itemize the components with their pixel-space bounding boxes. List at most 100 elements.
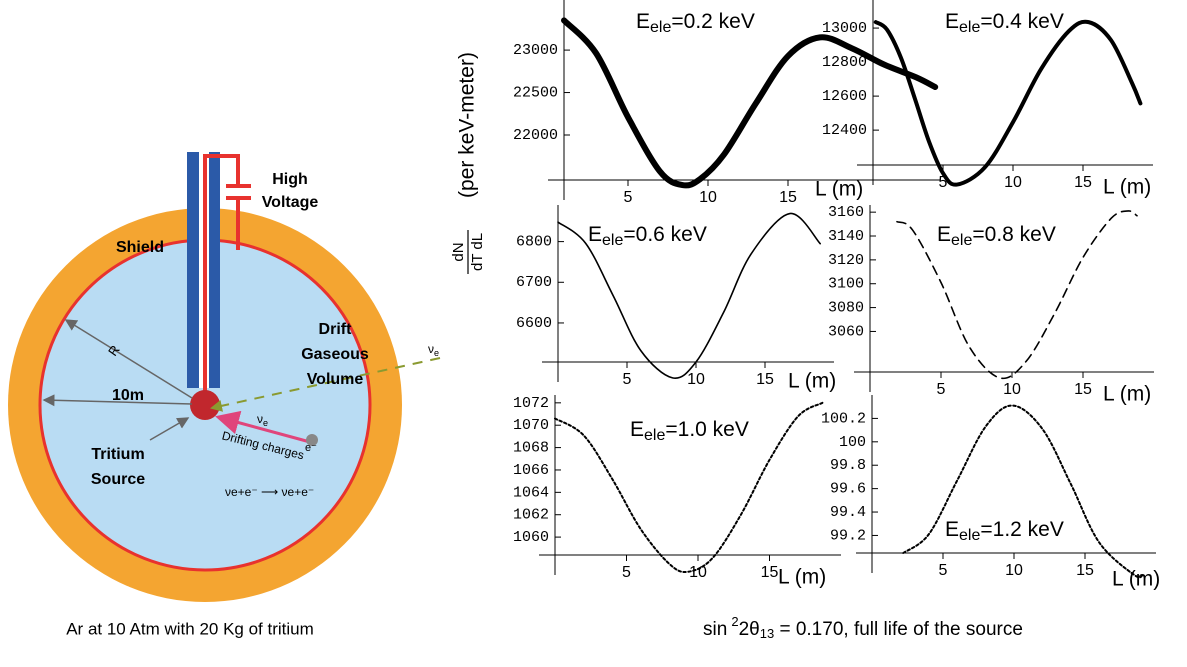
x-tick-label: 5 bbox=[624, 189, 633, 206]
right-caption: sin 22θ13 = 0.170, full life of the sourc… bbox=[703, 614, 1023, 641]
y-tick-label: 1064 bbox=[513, 484, 549, 501]
x-tick-label: 15 bbox=[761, 564, 779, 581]
x-tick-label: 5 bbox=[622, 564, 631, 581]
x-tick-label: 15 bbox=[1074, 381, 1092, 398]
volume-label: Volume bbox=[307, 371, 364, 388]
x-axis-label: L (m) bbox=[1103, 383, 1151, 406]
caption-sup: 2 bbox=[731, 614, 738, 629]
neutrino-label: νe bbox=[428, 342, 439, 358]
y-tick-label: 99.2 bbox=[830, 527, 866, 544]
y-tick-label: 6700 bbox=[516, 274, 552, 291]
hv-label: High bbox=[272, 171, 308, 188]
y-tick-label: 1068 bbox=[513, 440, 549, 457]
neutrino-symbol: ν bbox=[257, 412, 263, 426]
title-sub: ele bbox=[959, 527, 980, 544]
title-rest: =1.2 keV bbox=[980, 518, 1063, 541]
y-tick-label: 1070 bbox=[513, 417, 549, 434]
x-tick-label: 10 bbox=[1005, 562, 1023, 579]
y-tick-label: 3100 bbox=[828, 276, 864, 293]
source-arrow bbox=[149, 417, 190, 441]
x-axis-label: L (m) bbox=[788, 370, 836, 393]
x-tick-label: 10 bbox=[699, 189, 717, 206]
distance-arrow bbox=[42, 394, 193, 407]
y-tick-label: 99.4 bbox=[830, 504, 866, 521]
x-axis-label: L (m) bbox=[1103, 176, 1151, 199]
panel-title: Eele=0.2 keV bbox=[636, 10, 755, 37]
data-line bbox=[902, 404, 1145, 579]
title-sub: ele bbox=[644, 427, 665, 444]
x-tick-label: 15 bbox=[1074, 174, 1092, 191]
data-line bbox=[561, 17, 939, 189]
neutrino-sub: e bbox=[263, 418, 268, 428]
y-tick-label: 6600 bbox=[516, 315, 552, 332]
y-tick-label: 3140 bbox=[828, 228, 864, 245]
source-label: Tritium bbox=[91, 446, 144, 463]
distance-label: 10m bbox=[112, 387, 144, 404]
y-axis-fraction: dN dT dL bbox=[450, 230, 486, 274]
panel: 5 10 15 99.2 99.4 99.6 99.8 100 100.2 Eele=1.2 ke… bbox=[821, 395, 1160, 591]
y-tick-label: 12600 bbox=[822, 88, 867, 105]
neutrino-label: νe bbox=[257, 412, 268, 428]
panel-title: Eele=1.0 keV bbox=[630, 418, 749, 445]
hv-circuit bbox=[203, 154, 251, 395]
panel: 5 10 15 3060 3080 3100 3120 3140 3160 Eele=0.8 ke… bbox=[828, 204, 1154, 406]
neutrino-symbol: ν bbox=[428, 342, 434, 356]
source-label: Source bbox=[91, 471, 145, 488]
x-axis-label: L (m) bbox=[778, 566, 826, 589]
y-tick-label: 22500 bbox=[513, 85, 558, 102]
y-tick-label: 3080 bbox=[828, 300, 864, 317]
title-sub: ele bbox=[959, 19, 980, 36]
y-tick-label: 1060 bbox=[513, 529, 549, 546]
x-tick-label: 5 bbox=[623, 371, 632, 388]
panel: 5 10 15 22000 22500 23000 Eele=0.2 keV L (m) bbox=[513, 0, 940, 206]
shield-label: Shield bbox=[116, 239, 164, 256]
x-tick-label: 10 bbox=[687, 371, 705, 388]
y-tick-label: 3160 bbox=[828, 204, 864, 221]
y-tick-label: 23000 bbox=[513, 42, 558, 59]
x-tick-label: 10 bbox=[689, 564, 707, 581]
data-line bbox=[554, 401, 824, 574]
title-rest: =0.4 keV bbox=[980, 10, 1063, 33]
title-rest: =0.2 keV bbox=[671, 10, 754, 33]
x-tick-label: 15 bbox=[1076, 562, 1094, 579]
drift-arrow bbox=[215, 410, 311, 444]
y-tick-label: 1066 bbox=[513, 462, 549, 479]
title-main: E bbox=[945, 10, 959, 33]
caption-sub: 13 bbox=[760, 626, 774, 641]
y-tick-label: 99.8 bbox=[830, 457, 866, 474]
caption-rest: = 0.170, full life of the source bbox=[774, 619, 1023, 640]
title-rest: =0.6 keV bbox=[623, 223, 706, 246]
y-tick-label: 6800 bbox=[516, 234, 552, 251]
panel-title: Eele=0.6 keV bbox=[588, 223, 707, 250]
title-main: E bbox=[937, 223, 951, 246]
y-axis-units: (per keV-meter) bbox=[456, 52, 479, 198]
panel: 5 10 15 12400 12600 12800 13000 Eele=0.4 keV L (… bbox=[822, 0, 1153, 199]
reaction-label: νe+e⁻ ⟶ νe+e⁻ bbox=[225, 485, 314, 499]
y-tick-label: 13000 bbox=[822, 20, 867, 37]
x-tick-label: 10 bbox=[1004, 174, 1022, 191]
y-tick-label: 1072 bbox=[513, 395, 549, 412]
caption-func: sin bbox=[703, 619, 727, 640]
caption-arg: 2θ bbox=[739, 619, 760, 640]
y-tick-label: 12400 bbox=[822, 122, 867, 139]
y-tick-label: 100 bbox=[839, 434, 866, 451]
y-tick-label: 22000 bbox=[513, 127, 558, 144]
radius-arrow bbox=[64, 319, 193, 399]
title-sub: ele bbox=[650, 19, 671, 36]
volume-label: Drift bbox=[319, 321, 353, 338]
title-main: E bbox=[945, 518, 959, 541]
y-tick-label: 1062 bbox=[513, 507, 549, 524]
title-main: E bbox=[588, 223, 602, 246]
y-tick-label: 12800 bbox=[822, 54, 867, 71]
panel-title: Eele=1.2 keV bbox=[945, 518, 1064, 545]
y-tick-label: 99.6 bbox=[830, 481, 866, 498]
panel: 5 10 15 1060 1062 1064 1066 1068 1070 1072 Eele=1.… bbox=[513, 395, 841, 589]
data-line bbox=[896, 210, 1138, 380]
left-caption: Ar at 10 Atm with 20 Kg of tritium bbox=[66, 619, 314, 638]
x-tick-label: 5 bbox=[939, 562, 948, 579]
neutrino-sub: e bbox=[434, 348, 439, 358]
title-rest: =0.8 keV bbox=[972, 223, 1055, 246]
data-line bbox=[557, 212, 821, 379]
hv-label: Voltage bbox=[262, 194, 319, 211]
